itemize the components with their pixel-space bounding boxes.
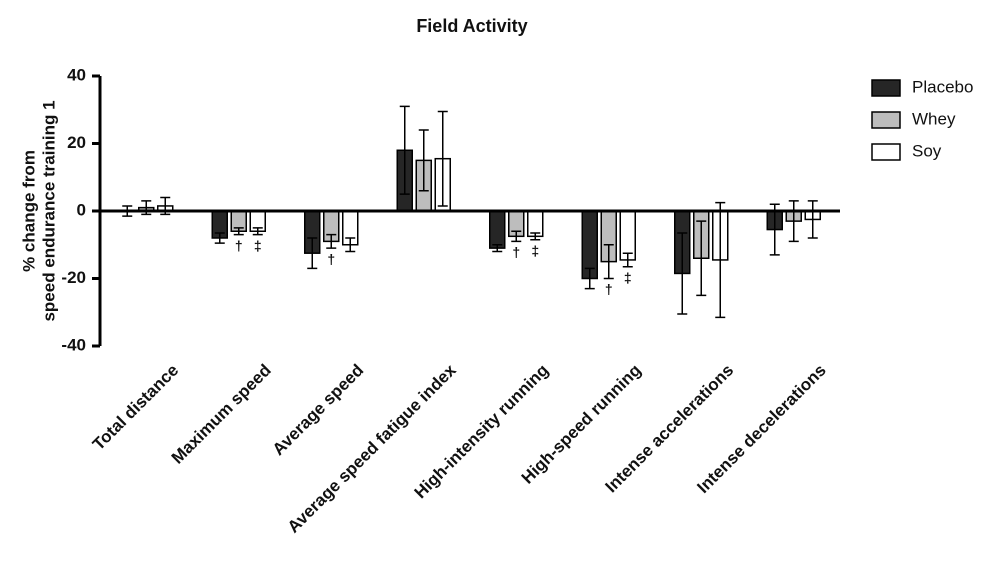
legend-swatch (871, 143, 901, 161)
legend-swatch (871, 111, 901, 129)
error-bar (214, 232, 225, 244)
error-bar (769, 203, 780, 256)
x-tick-label: Average speed (269, 361, 368, 460)
legend-swatch (871, 79, 901, 97)
y-tick-label: 20 (67, 133, 86, 152)
error-bar (530, 232, 541, 241)
error-bar (418, 129, 429, 192)
chart-title: Field Activity (416, 16, 527, 36)
error-bar (603, 244, 614, 280)
x-tick-label: Maximum speed (168, 361, 275, 468)
error-bar (399, 105, 410, 195)
error-bar (437, 110, 448, 207)
y-tick-label: 0 (77, 200, 86, 219)
x-tick-label: Total distance (89, 361, 182, 454)
error-bar (252, 227, 263, 236)
error-bar (788, 200, 799, 243)
y-axis-label: speed endurance training 1 (39, 100, 58, 321)
error-bar (715, 201, 726, 319)
y-axis-label: % change from (19, 150, 38, 272)
significance-marker: † (512, 244, 520, 260)
legend-label: Whey (912, 109, 956, 128)
error-bar (807, 200, 818, 239)
error-bar (696, 220, 707, 297)
error-bar (622, 252, 633, 268)
significance-marker: ‡ (531, 242, 539, 258)
significance-marker: ‡ (254, 237, 262, 253)
x-tick-label: Average speed fatigue index (284, 360, 460, 536)
y-tick-label: -20 (61, 268, 86, 287)
legend-label: Soy (912, 141, 942, 160)
bar (489, 210, 506, 249)
y-tick-label: -40 (61, 335, 86, 354)
significance-marker: ‡ (624, 269, 632, 285)
error-bar (233, 227, 244, 236)
significance-marker: † (605, 281, 613, 297)
error-bar (584, 267, 595, 290)
error-bar (307, 237, 318, 270)
error-bar (511, 230, 522, 243)
y-tick-label: 40 (67, 65, 86, 84)
error-bar (677, 232, 688, 315)
error-bar (326, 233, 337, 249)
significance-marker: † (235, 237, 243, 253)
error-bar (492, 244, 503, 253)
error-bar (345, 237, 356, 253)
legend-label: Placebo (912, 77, 973, 96)
significance-marker: † (327, 251, 335, 267)
